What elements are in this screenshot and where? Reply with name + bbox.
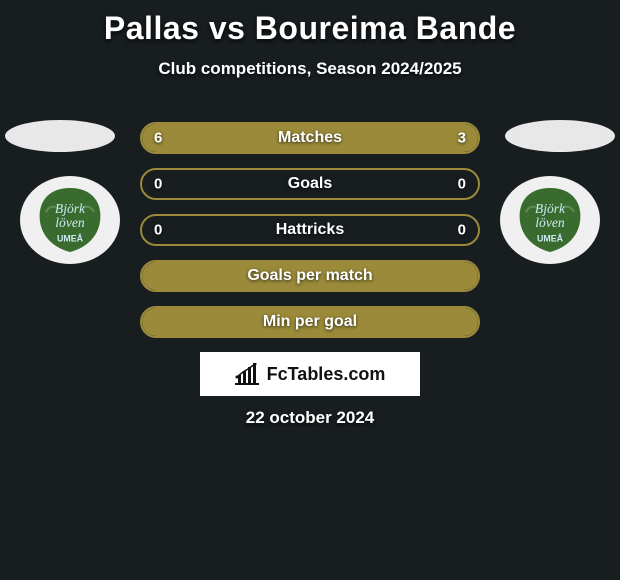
team-logo-left: Björk löven UMEÅ (20, 176, 120, 264)
page-title: Pallas vs Boureima Bande (0, 0, 620, 47)
date-label: 22 october 2024 (0, 408, 620, 428)
stat-label: Goals per match (247, 267, 372, 285)
stat-row: 6 Matches 3 (140, 122, 480, 154)
stat-left-value: 6 (154, 130, 162, 147)
stat-right-value: 0 (458, 176, 466, 193)
stat-label: Matches (278, 129, 342, 147)
svg-text:löven: löven (55, 215, 85, 230)
stat-label: Min per goal (263, 313, 357, 331)
comparison-rows: 6 Matches 3 0 Goals 0 0 Hattricks 0 Goals per mat… (140, 122, 480, 352)
subtitle: Club competitions, Season 2024/2025 (0, 59, 620, 79)
stat-row: Goals per match (140, 260, 480, 292)
stat-left-value: 0 (154, 222, 162, 239)
team-logo-right: Björk löven UMEÅ (500, 176, 600, 264)
svg-text:Björk: Björk (535, 201, 566, 216)
stat-right-value: 3 (458, 130, 466, 147)
svg-text:UMEÅ: UMEÅ (57, 234, 84, 244)
player-ellipse-left (5, 120, 115, 152)
stat-label: Hattricks (276, 221, 344, 239)
svg-text:UMEÅ: UMEÅ (537, 234, 564, 244)
stat-left-value: 0 (154, 176, 162, 193)
stat-row: 0 Hattricks 0 (140, 214, 480, 246)
stat-right-value: 0 (458, 222, 466, 239)
player-ellipse-right (505, 120, 615, 152)
svg-text:löven: löven (535, 215, 565, 230)
chart-icon (235, 363, 261, 385)
stat-row: 0 Goals 0 (140, 168, 480, 200)
stat-row: Min per goal (140, 306, 480, 338)
branding-text: FcTables.com (267, 364, 386, 385)
svg-text:Björk: Björk (55, 201, 86, 216)
branding-box: FcTables.com (200, 352, 420, 396)
stat-label: Goals (288, 175, 332, 193)
